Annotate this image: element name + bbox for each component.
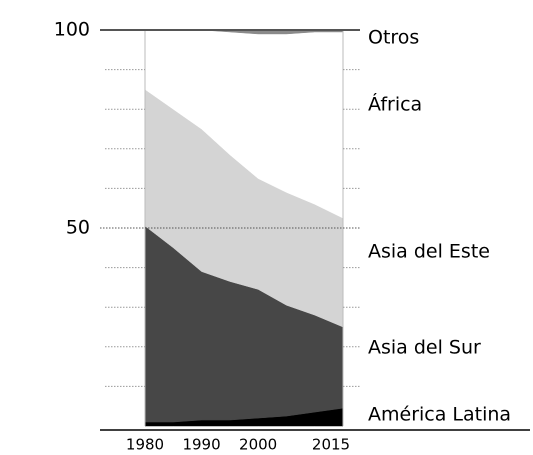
x-tick-label: 1990 <box>182 436 220 454</box>
series-label: Asia del Este <box>368 241 490 263</box>
y-tick-label: 100 <box>54 19 90 41</box>
series-label: Otros <box>368 27 419 49</box>
x-tick-label: 2015 <box>312 436 350 454</box>
series-label: Asia del Sur <box>368 337 481 359</box>
y-tick-label: 50 <box>66 217 90 239</box>
series-label: América Latina <box>368 404 511 426</box>
series-label: África <box>368 93 422 116</box>
x-tick-label: 1980 <box>126 436 164 454</box>
x-tick-label: 2000 <box>239 436 277 454</box>
